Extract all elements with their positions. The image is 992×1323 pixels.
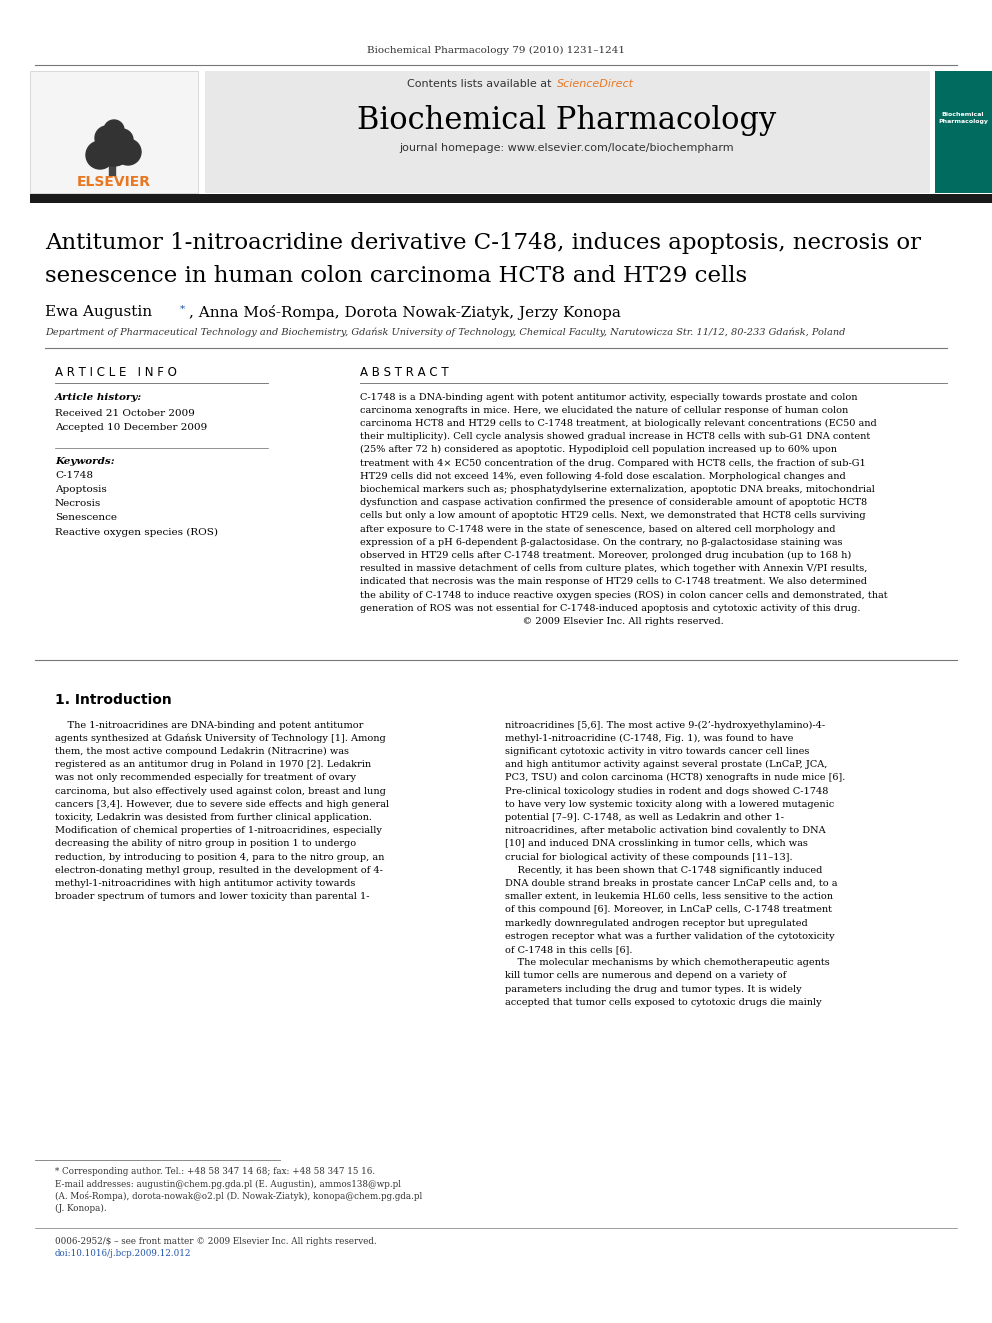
Text: Received 21 October 2009: Received 21 October 2009 [55,409,194,418]
Text: registered as an antitumor drug in Poland in 1970 [2]. Ledakrin: registered as an antitumor drug in Polan… [55,761,371,769]
Text: Keywords:: Keywords: [55,458,115,467]
Text: expression of a pH 6-dependent β-galactosidase. On the contrary, no β-galactosid: expression of a pH 6-dependent β-galacto… [360,537,842,546]
Text: ScienceDirect: ScienceDirect [557,79,634,89]
Bar [935,71,992,193]
Text: (A. Moś-Rompa), dorota-nowak@o2.pl (D. Nowak-Ziatyk), konopa@chem.pg.gda.pl: (A. Moś-Rompa), dorota-nowak@o2.pl (D. N… [55,1191,423,1201]
Text: methyl-1-nitroacridines with high antitumor activity towards: methyl-1-nitroacridines with high antitu… [55,878,355,888]
Text: dysfunction and caspase activation confirmed the presence of considerable amount: dysfunction and caspase activation confi… [360,497,867,507]
Text: Biochemical Pharmacology: Biochemical Pharmacology [357,105,777,135]
Text: 0006-2952/$ – see front matter © 2009 Elsevier Inc. All rights reserved.: 0006-2952/$ – see front matter © 2009 El… [55,1237,377,1245]
Text: to have very low systemic toxicity along with a lowered mutagenic: to have very low systemic toxicity along… [505,799,834,808]
Text: significant cytotoxic activity in vitro towards cancer cell lines: significant cytotoxic activity in vitro … [505,747,809,755]
Circle shape [95,126,119,149]
Text: © 2009 Elsevier Inc. All rights reserved.: © 2009 Elsevier Inc. All rights reserved… [360,617,724,626]
Text: accepted that tumor cells exposed to cytotoxic drugs die mainly: accepted that tumor cells exposed to cyt… [505,998,821,1007]
Text: Article history:: Article history: [55,393,142,402]
Text: A B S T R A C T: A B S T R A C T [360,366,448,380]
Text: resulted in massive detachment of cells from culture plates, which together with: resulted in massive detachment of cells … [360,564,867,573]
Bar [205,71,930,193]
Text: [10] and induced DNA crosslinking in tumor cells, which was: [10] and induced DNA crosslinking in tum… [505,839,807,848]
Text: DNA double strand breaks in prostate cancer LnCaP cells and, to a: DNA double strand breaks in prostate can… [505,878,837,888]
Circle shape [111,130,133,151]
Text: carcinoma xenografts in mice. Here, we elucidated the nature of cellular respons: carcinoma xenografts in mice. Here, we e… [360,406,848,414]
Text: doi:10.1016/j.bcp.2009.12.012: doi:10.1016/j.bcp.2009.12.012 [55,1249,191,1258]
Text: broader spectrum of tumors and lower toxicity than parental 1-: broader spectrum of tumors and lower tox… [55,892,369,901]
Text: The 1-nitroacridines are DNA-binding and potent antitumor: The 1-nitroacridines are DNA-binding and… [55,721,363,729]
Text: *: * [180,304,186,314]
Text: markedly downregulated androgen receptor but upregulated: markedly downregulated androgen receptor… [505,918,807,927]
Text: indicated that necrosis was the main response of HT29 cells to C-1748 treatment.: indicated that necrosis was the main res… [360,577,867,586]
Text: treatment with 4× EC50 concentration of the drug. Compared with HCT8 cells, the : treatment with 4× EC50 concentration of … [360,459,866,467]
Text: * Corresponding author. Tel.: +48 58 347 14 68; fax: +48 58 347 15 16.: * Corresponding author. Tel.: +48 58 347… [55,1167,375,1176]
Text: crucial for biological activity of these compounds [11–13].: crucial for biological activity of these… [505,852,793,861]
Text: kill tumor cells are numerous and depend on a variety of: kill tumor cells are numerous and depend… [505,971,787,980]
Text: Accepted 10 December 2009: Accepted 10 December 2009 [55,422,207,431]
Text: reduction, by introducing to position 4, para to the nitro group, an: reduction, by introducing to position 4,… [55,852,384,861]
Text: potential [7–9]. C-1748, as well as Ledakrin and other 1-: potential [7–9]. C-1748, as well as Leda… [505,812,784,822]
Text: Contents lists available at: Contents lists available at [407,79,555,89]
Text: C-1748: C-1748 [55,471,93,480]
Text: carcinoma HCT8 and HT29 cells to C-1748 treatment, at biologically relevant conc: carcinoma HCT8 and HT29 cells to C-1748 … [360,419,877,427]
Text: smaller extent, in leukemia HL60 cells, less sensitive to the action: smaller extent, in leukemia HL60 cells, … [505,892,833,901]
Text: parameters including the drug and tumor types. It is widely: parameters including the drug and tumor … [505,984,802,994]
Text: biochemical markers such as; phosphatydylserine externalization, apoptotic DNA b: biochemical markers such as; phosphatydy… [360,486,875,493]
Text: cancers [3,4]. However, due to severe side effects and high general: cancers [3,4]. However, due to severe si… [55,799,389,808]
Text: C-1748 is a DNA-binding agent with potent antitumor activity, especially towards: C-1748 is a DNA-binding agent with poten… [360,393,857,401]
Text: Apoptosis: Apoptosis [55,486,107,495]
Text: Antitumor 1-nitroacridine derivative C-1748, induces apoptosis, necrosis or: Antitumor 1-nitroacridine derivative C-1… [45,232,921,254]
Circle shape [104,120,124,140]
Text: (25% after 72 h) considered as apoptotic. Hypodiploid cell population increased : (25% after 72 h) considered as apoptotic… [360,446,837,454]
Bar [30,194,992,202]
Text: electron-donating methyl group, resulted in the development of 4-: electron-donating methyl group, resulted… [55,865,383,875]
Text: carcinoma, but also effectively used against colon, breast and lung: carcinoma, but also effectively used aga… [55,786,386,795]
Text: toxicity, Ledakrin was desisted from further clinical application.: toxicity, Ledakrin was desisted from fur… [55,812,372,822]
Circle shape [86,142,114,169]
Text: A R T I C L E   I N F O: A R T I C L E I N F O [55,366,177,380]
Text: their multiplicity). Cell cycle analysis showed gradual increase in HCT8 cells w: their multiplicity). Cell cycle analysis… [360,433,870,441]
Text: decreasing the ability of nitro group in position 1 to undergo: decreasing the ability of nitro group in… [55,839,356,848]
Text: Recently, it has been shown that C-1748 significantly induced: Recently, it has been shown that C-1748 … [505,865,822,875]
Circle shape [96,130,132,165]
Text: Reactive oxygen species (ROS): Reactive oxygen species (ROS) [55,528,218,537]
Text: journal homepage: www.elsevier.com/locate/biochempharm: journal homepage: www.elsevier.com/locat… [400,143,734,153]
Text: The molecular mechanisms by which chemotherapeutic agents: The molecular mechanisms by which chemot… [505,958,829,967]
Text: was not only recommended especially for treatment of ovary: was not only recommended especially for … [55,774,356,782]
Text: them, the most active compound Ledakrin (Nitracrine) was: them, the most active compound Ledakrin … [55,747,349,755]
Text: of this compound [6]. Moreover, in LnCaP cells, C-1748 treatment: of this compound [6]. Moreover, in LnCaP… [505,905,832,914]
Text: estrogen receptor what was a further validation of the cytotoxicity: estrogen receptor what was a further val… [505,931,834,941]
Text: HT29 cells did not exceed 14%, even following 4-fold dose escalation. Morphologi: HT29 cells did not exceed 14%, even foll… [360,472,846,480]
Text: nitroacridines [5,6]. The most active 9-(2’-hydroxyethylamino)-4-: nitroacridines [5,6]. The most active 9-… [505,721,825,729]
Text: Ewa Augustin: Ewa Augustin [45,306,157,319]
Text: after exposure to C-1748 were in the state of senescence, based on altered cell : after exposure to C-1748 were in the sta… [360,524,835,533]
Text: generation of ROS was not essential for C-1748-induced apoptosis and cytotoxic a: generation of ROS was not essential for … [360,603,860,613]
Text: methyl-1-nitroacridine (C-1748, Fig. 1), was found to have: methyl-1-nitroacridine (C-1748, Fig. 1),… [505,734,794,742]
Text: Biochemical Pharmacology 79 (2010) 1231–1241: Biochemical Pharmacology 79 (2010) 1231–… [367,45,625,54]
Text: the ability of C-1748 to induce reactive oxygen species (ROS) in colon cancer ce: the ability of C-1748 to induce reactive… [360,590,888,599]
Text: Senescence: Senescence [55,513,117,523]
Text: agents synthesized at Gdańsk University of Technology [1]. Among: agents synthesized at Gdańsk University … [55,733,386,744]
Text: Necrosis: Necrosis [55,500,101,508]
Text: ELSEVIER: ELSEVIER [77,175,151,189]
Text: (J. Konopa).: (J. Konopa). [55,1204,106,1213]
Text: senescence in human colon carcinoma HCT8 and HT29 cells: senescence in human colon carcinoma HCT8… [45,265,747,287]
Text: and high antitumor activity against several prostate (LnCaP, JCA,: and high antitumor activity against seve… [505,759,827,769]
Text: Pre-clinical toxicology studies in rodent and dogs showed C-1748: Pre-clinical toxicology studies in roden… [505,786,828,795]
Text: nitroacridines, after metabolic activation bind covalently to DNA: nitroacridines, after metabolic activati… [505,826,825,835]
Text: E-mail addresses: augustin@chem.pg.gda.pl (E. Augustin), ammos138@wp.pl: E-mail addresses: augustin@chem.pg.gda.p… [55,1179,401,1188]
Text: Modification of chemical properties of 1-nitroacridines, especially: Modification of chemical properties of 1… [55,826,382,835]
Text: observed in HT29 cells after C-1748 treatment. Moreover, prolonged drug incubati: observed in HT29 cells after C-1748 trea… [360,550,851,560]
Text: Biochemical
Pharmacology: Biochemical Pharmacology [938,112,988,124]
Circle shape [115,139,141,165]
Text: Department of Pharmaceutical Technology and Biochemistry, Gdańsk University of T: Department of Pharmaceutical Technology … [45,327,845,337]
Text: cells but only a low amount of apoptotic HT29 cells. Next, we demonstrated that : cells but only a low amount of apoptotic… [360,511,866,520]
Text: 1. Introduction: 1. Introduction [55,693,172,706]
Text: , Anna Moś-Rompa, Dorota Nowak-Ziatyk, Jerzy Konopa: , Anna Moś-Rompa, Dorota Nowak-Ziatyk, J… [189,304,621,319]
Bar [30,71,198,193]
Text: PC3, TSU) and colon carcinoma (HCT8) xenografts in nude mice [6].: PC3, TSU) and colon carcinoma (HCT8) xen… [505,773,845,782]
Text: of C-1748 in this cells [6].: of C-1748 in this cells [6]. [505,945,633,954]
